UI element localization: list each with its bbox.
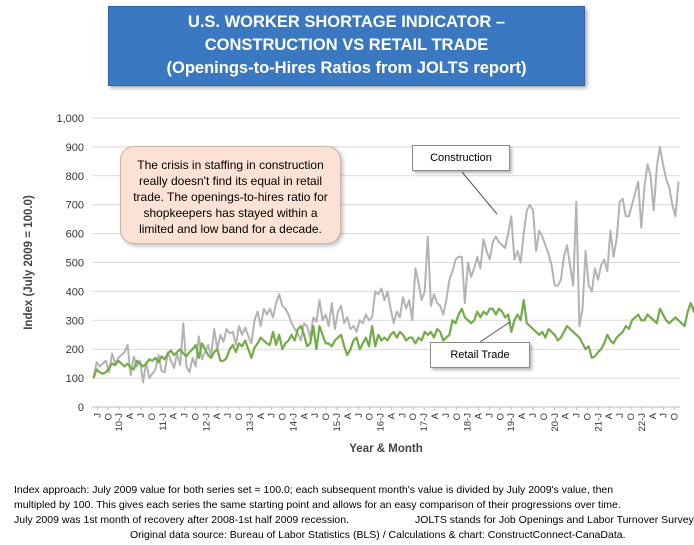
x-tick-label: 20-J [550,413,561,432]
x-tick-label: 14-J [288,413,299,432]
annotation-callout: The crisis in staffing in construction r… [120,146,341,244]
x-tick-label: J [92,413,103,418]
x-tick-label: O [408,413,419,420]
x-tick-label: 15-J [332,413,343,432]
x-tick-label: J [310,413,321,418]
y-tick-label: 0 [78,402,84,414]
x-tick-label: O [190,413,201,420]
y-tick-label: 800 [66,171,84,183]
x-tick-label: J [659,413,670,418]
x-tick-label: O [147,413,158,420]
x-tick-label: A [517,412,528,419]
x-tick-label: 10-J [114,413,125,432]
x-tick-label: 21-J [593,413,604,432]
note-line-1: Index approach: July 2009 value for both… [14,484,613,496]
x-tick-label: A [474,412,485,419]
note-line-3b: JOLTS stands for Job Openings and Labor … [415,514,694,526]
note-line-4: Original data source: Bureau of Labor St… [130,529,626,541]
x-tick-label: J [397,413,408,418]
y-tick-label: 1,000 [56,113,84,125]
y-tick-label: 300 [66,315,84,327]
x-tick-label: 13-J [245,413,256,432]
x-tick-label: A [386,412,397,419]
y-axis-title: Index (July 2009 = 100.0) [23,195,35,330]
x-tick-label: 12-J [201,413,212,432]
chart-title-line-1: U.S. WORKER SHORTAGE INDICATOR – [109,11,584,34]
x-tick-label: J [267,413,278,418]
chart-title-line-2: CONSTRUCTION VS RETAIL TRADE [109,34,584,57]
x-tick-label: A [125,412,136,419]
x-tick-label: O [234,413,245,420]
x-tick-label: A [256,412,267,419]
x-tick-label: A [648,412,659,419]
x-tick-label: J [572,413,583,418]
series-label-construction: Construction [412,145,510,171]
x-tick-label: O [539,413,550,420]
y-tick-label: 500 [66,258,84,270]
x-tick-label: J [136,413,147,418]
x-axis-title: Year & Month [349,443,422,455]
x-tick-label: O [495,413,506,420]
x-tick-label: O [365,413,376,420]
x-tick-label: J [484,413,495,418]
x-tick-label: O [670,413,681,420]
x-tick-label: J [223,413,234,418]
x-tick-label: J [528,413,539,418]
x-tick-label: 17-J [419,413,430,432]
note-line-2: multipled by 100. This gives each series… [14,499,621,511]
chart-title-box: U.S. WORKER SHORTAGE INDICATOR – CONSTRU… [108,6,585,86]
x-tick-label: 18-J [463,413,474,432]
chart-title-line-3: (Openings-to-Hires Ratios from JOLTS rep… [109,57,584,80]
x-tick-label: O [321,413,332,420]
x-tick-label: A [212,412,223,419]
x-tick-label: 16-J [376,413,387,432]
x-tick-label: A [299,412,310,419]
x-tick-label: O [278,413,289,420]
y-tick-label: 400 [66,286,84,298]
x-tick-label: J [441,413,452,418]
x-tick-label: J [180,413,191,418]
y-tick-label: 200 [66,344,84,356]
y-tick-label: 900 [66,142,84,154]
series-label-retail: Retail Trade [430,342,530,368]
x-tick-label: A [561,412,572,419]
x-tick-label: J [354,413,365,418]
x-tick-label: O [626,413,637,420]
y-tick-label: 700 [66,200,84,212]
x-tick-label: O [103,413,114,420]
x-tick-label: 19-J [506,413,517,432]
x-tick-label: O [582,413,593,420]
x-tick-label: 11-J [158,413,169,431]
x-tick-label: A [169,412,180,419]
x-tick-label: A [343,412,354,419]
y-tick-label: 100 [66,373,84,385]
x-tick-label: O [452,413,463,420]
x-tick-label: 22-J [637,413,648,432]
x-tick-label: A [430,412,441,419]
note-line-3a: July 2009 was 1st month of recovery afte… [14,514,349,526]
x-tick-label: J [615,413,626,418]
x-tick-label: A [604,412,615,419]
y-tick-label: 600 [66,229,84,241]
